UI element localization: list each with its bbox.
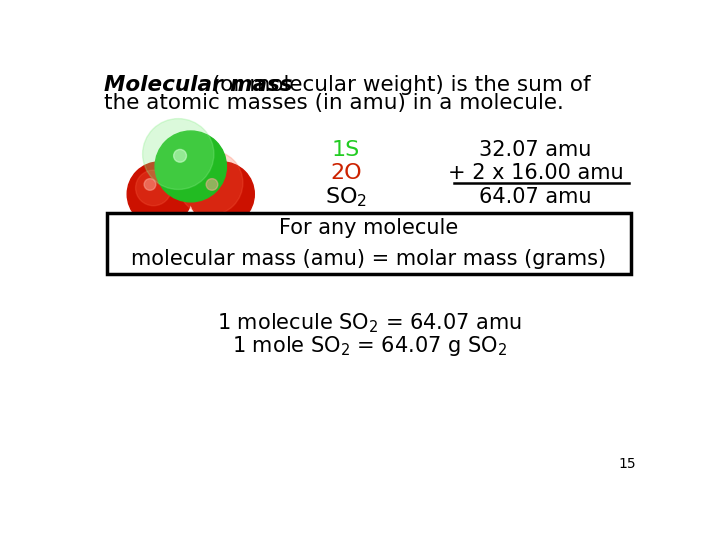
Text: 1S: 1S (332, 139, 360, 159)
Text: For any molecule: For any molecule (279, 218, 459, 238)
Text: 1 molecule SO$_2$ = 64.07 amu: 1 molecule SO$_2$ = 64.07 amu (217, 311, 521, 335)
Circle shape (189, 162, 254, 226)
Circle shape (178, 151, 243, 215)
Circle shape (155, 131, 226, 202)
Text: SO$_2$: SO$_2$ (325, 185, 366, 209)
Circle shape (135, 170, 171, 206)
FancyBboxPatch shape (107, 213, 631, 274)
Text: SO$_2$: SO$_2$ (168, 225, 213, 251)
Circle shape (144, 179, 156, 190)
Text: 15: 15 (618, 457, 636, 471)
Text: 32.07 amu: 32.07 amu (480, 139, 592, 159)
Text: 1 mole SO$_2$ = 64.07 g SO$_2$: 1 mole SO$_2$ = 64.07 g SO$_2$ (232, 334, 506, 358)
Text: the atomic masses (in amu) in a molecule.: the atomic masses (in amu) in a molecule… (104, 92, 564, 112)
Circle shape (127, 162, 192, 226)
Text: + 2 x 16.00 amu: + 2 x 16.00 amu (448, 163, 624, 183)
Text: (or molecular weight) is the sum of: (or molecular weight) is the sum of (204, 75, 590, 95)
Circle shape (143, 119, 214, 190)
Text: Molecular mass: Molecular mass (104, 75, 292, 95)
Text: 2O: 2O (330, 163, 361, 183)
Circle shape (174, 150, 186, 162)
Circle shape (206, 179, 218, 190)
Text: molecular mass (amu) = molar mass (grams): molecular mass (amu) = molar mass (grams… (132, 249, 606, 269)
Text: 64.07 amu: 64.07 amu (480, 187, 592, 207)
